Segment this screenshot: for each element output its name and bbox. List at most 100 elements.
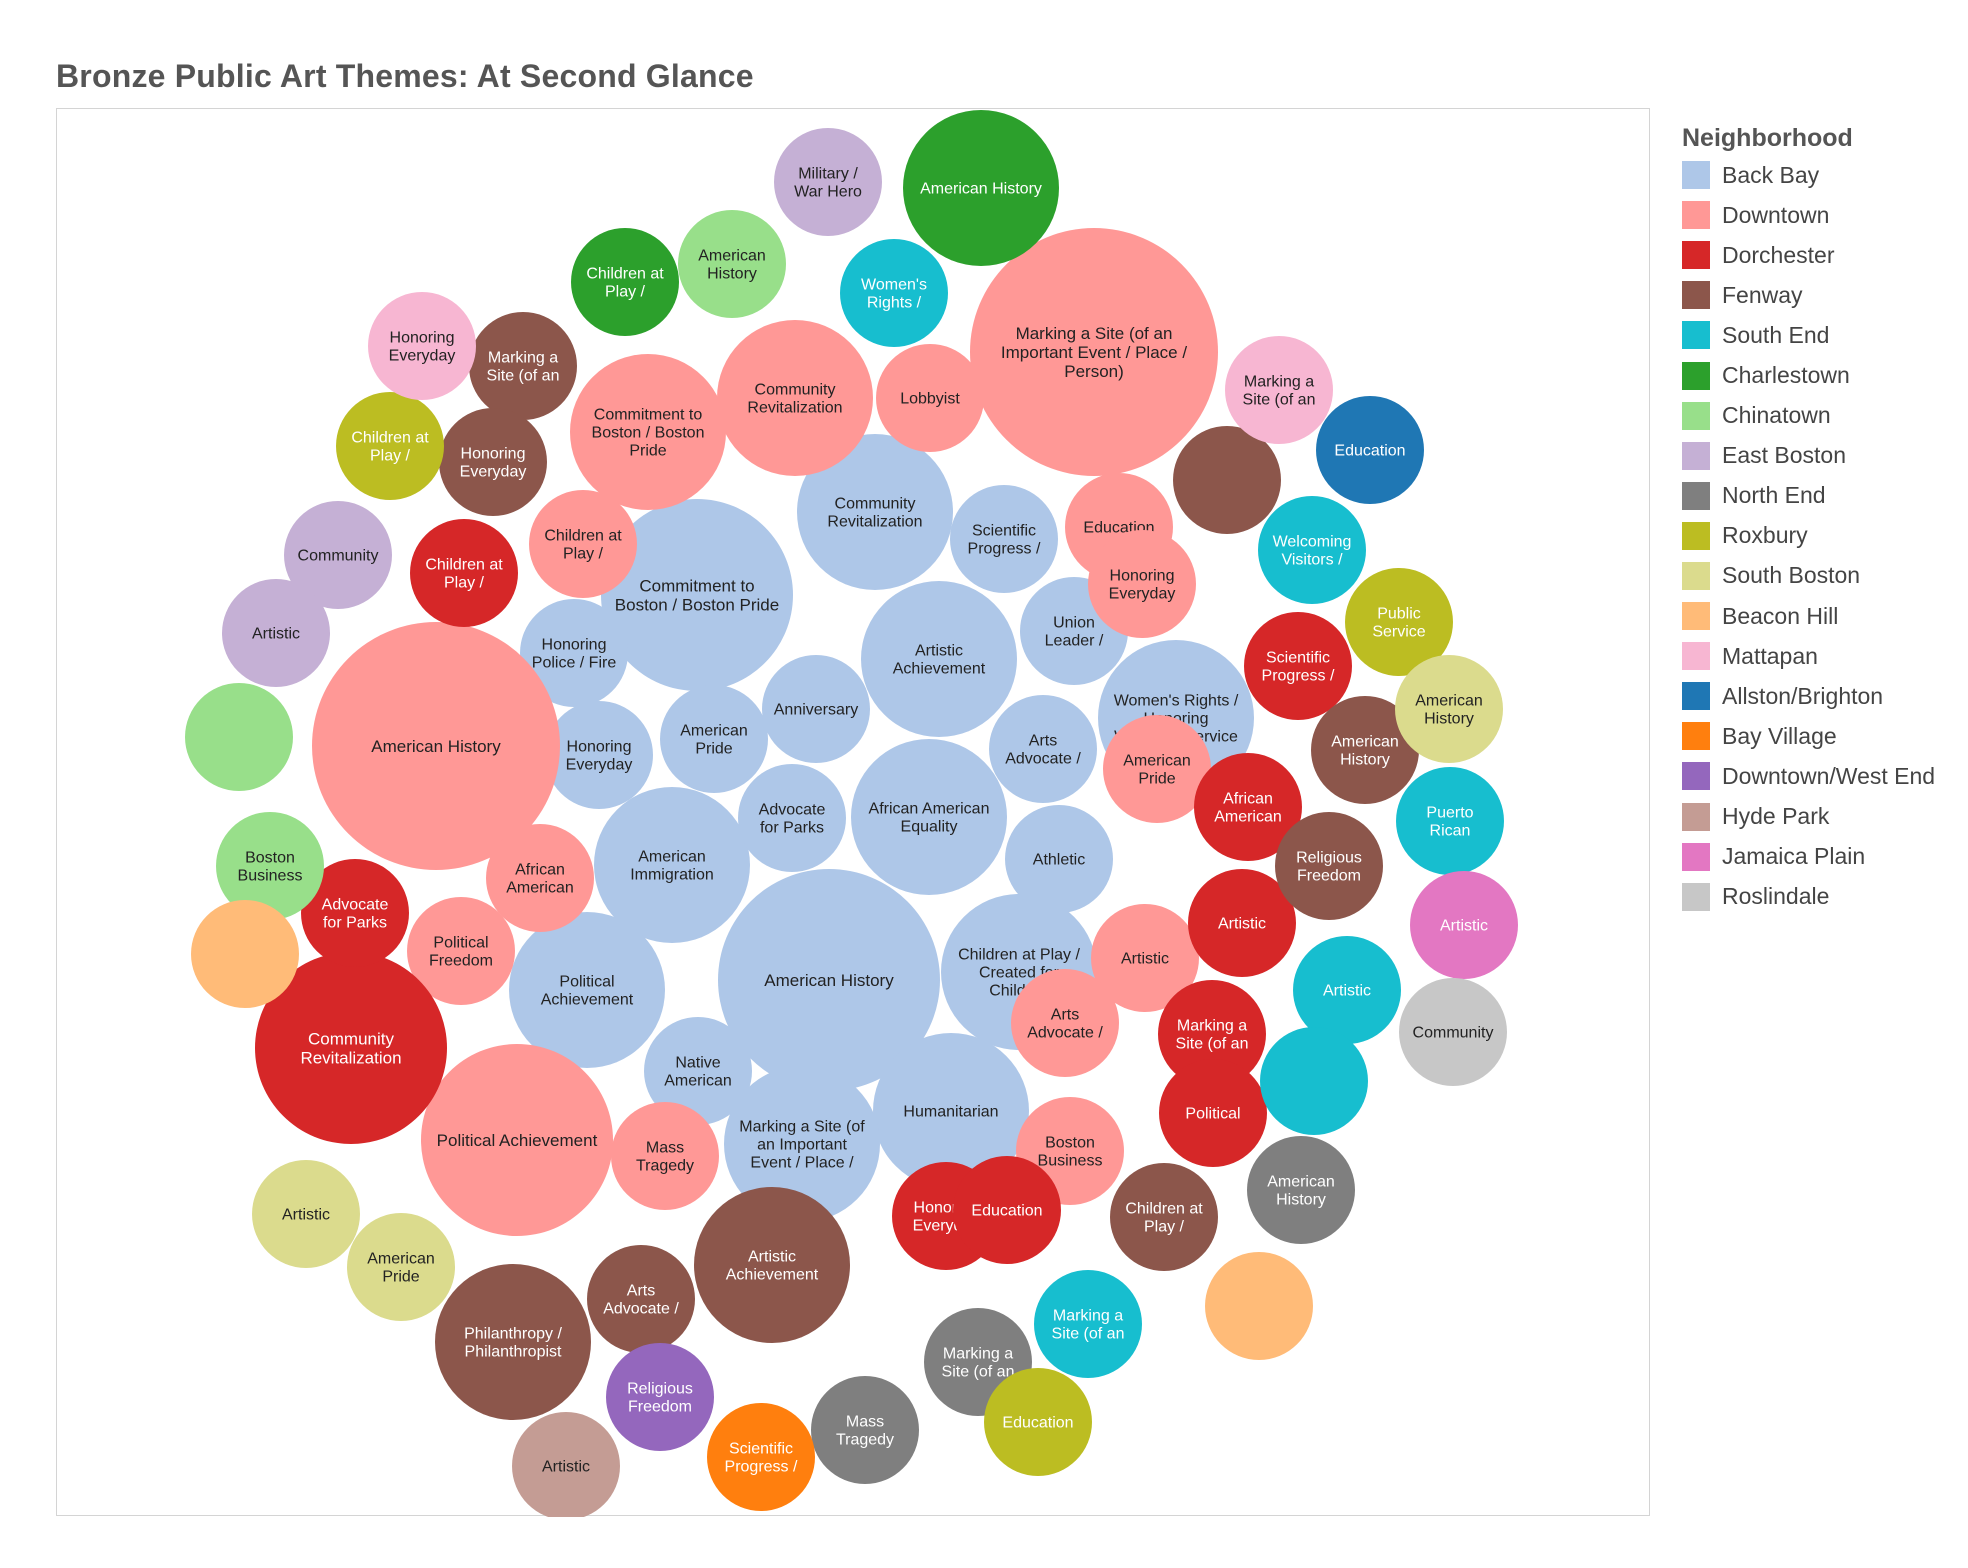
bubble[interactable]: Arts Advocate / (1011, 969, 1119, 1077)
bubble[interactable]: Political Freedom (407, 897, 515, 1005)
bubble[interactable] (185, 683, 293, 791)
bubble[interactable]: Marking a Site (of an (1034, 1270, 1142, 1378)
bubble[interactable] (1205, 1252, 1313, 1360)
bubble[interactable]: Artistic Achievement (861, 581, 1017, 737)
bubble-circle[interactable] (439, 408, 547, 516)
bubble-circle[interactable] (1275, 812, 1383, 920)
bubble-circle[interactable] (421, 1044, 613, 1236)
bubble[interactable]: American History (1311, 696, 1419, 804)
bubble[interactable]: Advocate for Parks (301, 859, 409, 967)
bubble[interactable]: Honoring Everyday (368, 292, 476, 400)
bubble-circle[interactable] (509, 912, 665, 1068)
bubble-circle[interactable] (989, 695, 1097, 803)
bubble[interactable]: Lobbyist (876, 344, 984, 452)
bubble[interactable]: Marking a Site (of an (469, 312, 577, 420)
bubble-circle[interactable] (1225, 336, 1333, 444)
bubble-circle[interactable] (571, 228, 679, 336)
bubble-circle[interactable] (368, 292, 476, 400)
bubble[interactable]: Community (284, 501, 392, 609)
bubble-circle[interactable] (407, 897, 515, 1005)
bubble[interactable]: Education (953, 1156, 1061, 1264)
bubble-circle[interactable] (410, 519, 518, 627)
bubble-circle[interactable] (1011, 969, 1119, 1077)
bubble-circle[interactable] (717, 320, 873, 476)
bubble[interactable]: Puerto Rican (1396, 767, 1504, 875)
bubble[interactable]: American History (312, 622, 560, 870)
bubble[interactable]: Children at Play / (1110, 1163, 1218, 1271)
bubble[interactable]: Artistic (512, 1412, 620, 1517)
bubble[interactable]: American History (1247, 1136, 1355, 1244)
bubble[interactable]: Children at Play / (410, 519, 518, 627)
bubble-circle[interactable] (718, 869, 940, 1091)
legend-item[interactable]: Bay Village (1682, 716, 1962, 756)
bubble-circle[interactable] (950, 485, 1058, 593)
bubble-circle[interactable] (1188, 869, 1296, 977)
bubble-circle[interactable] (953, 1156, 1061, 1264)
bubble-circle[interactable] (529, 490, 637, 598)
bubble[interactable]: African American (486, 824, 594, 932)
bubble[interactable]: Religious Freedom (606, 1343, 714, 1451)
bubble[interactable]: Advocate for Parks (738, 764, 846, 872)
bubble[interactable]: Artistic (1293, 936, 1401, 1044)
bubble-circle[interactable] (255, 952, 447, 1144)
bubble-circle[interactable] (762, 655, 870, 763)
bubble-circle[interactable] (1205, 1252, 1313, 1360)
bubble-circle[interactable] (601, 499, 793, 691)
legend-item[interactable]: Hyde Park (1682, 797, 1962, 837)
bubble[interactable]: Political Achievement (421, 1044, 613, 1236)
bubble-circle[interactable] (284, 501, 392, 609)
bubble-circle[interactable] (1260, 1027, 1368, 1135)
bubble[interactable]: Mass Tragedy (611, 1102, 719, 1210)
bubble[interactable]: Public Service (1345, 568, 1453, 676)
bubble-circle[interactable] (1158, 980, 1266, 1088)
bubble[interactable]: Scientific Progress / (707, 1403, 815, 1511)
bubble-circle[interactable] (1110, 1163, 1218, 1271)
bubble-circle[interactable] (1244, 612, 1352, 720)
bubble-circle[interactable] (1258, 496, 1366, 604)
bubble[interactable]: Honoring Everyday (545, 701, 653, 809)
bubble[interactable]: Scientific Progress / (950, 485, 1058, 593)
bubble-circle[interactable] (851, 739, 1007, 895)
bubble[interactable]: Artistic (252, 1160, 360, 1268)
bubble-circle[interactable] (606, 1343, 714, 1451)
bubble-circle[interactable] (336, 392, 444, 500)
bubble-circle[interactable] (486, 824, 594, 932)
bubble-circle[interactable] (1247, 1136, 1355, 1244)
bubble[interactable]: Philanthropy / Philanthropist (435, 1264, 591, 1420)
bubble[interactable]: Humanitarian (873, 1033, 1029, 1189)
bubble[interactable]: Honoring Police / Fire (520, 599, 628, 707)
bubble[interactable]: American Pride (347, 1213, 455, 1321)
bubble[interactable]: Community Revitalization (717, 320, 873, 476)
bubble-circle[interactable] (512, 1412, 620, 1517)
bubble[interactable]: Marking a Site (of an Important Event / Pl… (724, 1066, 880, 1222)
bubble-circle[interactable] (678, 210, 786, 318)
bubble-circle[interactable] (876, 344, 984, 452)
bubble-circle[interactable] (1088, 530, 1196, 638)
bubble-circle[interactable] (570, 354, 726, 510)
bubble-circle[interactable] (774, 128, 882, 236)
bubble[interactable]: American History (1395, 655, 1503, 763)
bubble-circle[interactable] (301, 859, 409, 967)
bubble[interactable] (191, 900, 299, 1008)
bubble[interactable]: Political Achievement (509, 912, 665, 1068)
bubble-circle[interactable] (1311, 696, 1419, 804)
bubble[interactable]: Mass Tragedy (811, 1376, 919, 1484)
bubble[interactable]: Boston Business (216, 812, 324, 920)
bubble[interactable]: Native American (644, 1017, 752, 1125)
bubble[interactable]: Children at Play / (571, 228, 679, 336)
bubble[interactable]: Artistic (1188, 869, 1296, 977)
bubble[interactable]: Political (1159, 1059, 1267, 1167)
bubble-circle[interactable] (1034, 1270, 1142, 1378)
bubble-circle[interactable] (1293, 936, 1401, 1044)
legend-item[interactable]: Chinatown (1682, 396, 1962, 436)
bubble[interactable]: Honoring Everyday (439, 408, 547, 516)
bubble[interactable]: Religious Freedom (1275, 812, 1383, 920)
bubble[interactable] (1260, 1027, 1368, 1135)
bubble-circle[interactable] (811, 1376, 919, 1484)
bubble-circle[interactable] (724, 1066, 880, 1222)
bubble-circle[interactable] (903, 110, 1059, 266)
bubble[interactable]: American Pride (1103, 715, 1211, 823)
bubble[interactable]: African American (1194, 753, 1302, 861)
bubble[interactable]: American History (903, 110, 1059, 266)
bubble-circle[interactable] (694, 1187, 850, 1343)
